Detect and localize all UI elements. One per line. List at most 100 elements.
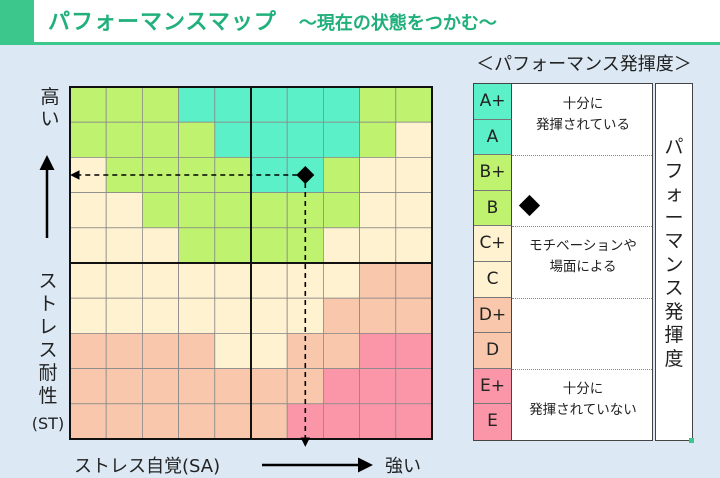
legend-group-divider	[512, 226, 652, 228]
heatmap-cell	[69, 332, 107, 369]
heatmap-cell	[178, 121, 216, 158]
y-axis-top-label-char: い	[40, 108, 60, 130]
legend-vertical-label-char: 発	[664, 300, 684, 323]
legend-group-divider	[512, 297, 652, 299]
y-axis-label: ストレス耐性 (ST)	[26, 270, 70, 435]
heatmap-cell	[141, 368, 179, 405]
heatmap-cell	[359, 192, 397, 229]
heatmap-cell	[250, 192, 288, 229]
y-axis-label-char: 耐	[38, 362, 58, 384]
legend-group-description-line: モチベーションや	[529, 238, 637, 255]
heatmap-cell	[322, 121, 360, 158]
heatmap-cell	[69, 121, 107, 158]
heatmap-cell	[250, 332, 288, 369]
heatmap-cell	[105, 262, 143, 299]
heatmap-cell	[395, 192, 433, 229]
heatmap-cell	[214, 368, 252, 405]
page-title-text: パフォーマンスマップ	[48, 10, 277, 35]
heatmap-cell	[395, 332, 433, 369]
heatmap-cell	[359, 332, 397, 369]
legend-vertical-label: パフォーマンス発揮度	[656, 136, 692, 371]
heatmap-cell	[395, 121, 433, 158]
header-accent	[0, 0, 34, 42]
legend-level-D-plus: D+	[474, 297, 512, 334]
legend-vertical-label-char: ス	[664, 277, 684, 299]
heatmap-cell	[69, 86, 107, 123]
heatmap-cell	[141, 403, 179, 440]
heatmap-cell	[286, 121, 324, 158]
heatmap-cell	[69, 227, 107, 264]
heatmap-cell	[359, 262, 397, 299]
heatmap-cell	[105, 297, 143, 334]
heatmap-cell	[69, 403, 107, 440]
heatmap-cell	[395, 86, 433, 123]
y-axis-label-char: 性	[38, 385, 58, 407]
legend-level-A: A	[474, 119, 512, 156]
legend-level-A-plus: A+	[474, 84, 512, 120]
y-axis-label-char: ト	[38, 293, 58, 315]
heatmap-cell	[250, 121, 288, 158]
heatmap-cell	[395, 368, 433, 405]
heatmap-cell	[178, 403, 216, 440]
heatmap-cell	[141, 297, 179, 334]
heatmap-cell	[141, 192, 179, 229]
legend-title: ＜パフォーマンス発揮度＞	[476, 54, 692, 75]
legend-level-B: B	[474, 190, 512, 227]
heatmap-cell	[105, 368, 143, 405]
legend-level-C-plus: C+	[474, 226, 512, 262]
heatmap-cell	[214, 86, 252, 123]
heatmap-cell	[178, 192, 216, 229]
heatmap-cell	[395, 297, 433, 334]
heatmap-cell	[214, 192, 252, 229]
legend-level-E-plus: E+	[474, 368, 512, 405]
heatmap-cell	[141, 121, 179, 158]
legend-vertical-label-char: ォ	[664, 183, 684, 205]
y-axis-label-char: ス	[38, 270, 58, 292]
legend-group-description-line: 場面による	[549, 259, 617, 276]
current-position-marker	[296, 166, 315, 184]
legend-level-B-plus: B+	[474, 155, 512, 191]
header-underline	[0, 42, 720, 45]
heatmap-cell	[214, 332, 252, 369]
heatmap-cell	[359, 368, 397, 405]
heatmap-cell	[359, 86, 397, 123]
legend-level-D: D	[474, 333, 512, 369]
y-axis-label-char: ス	[38, 339, 58, 361]
legend-vertical-label-box: パフォーマンス発揮度	[655, 83, 693, 441]
heatmap-cell	[178, 262, 216, 299]
legend-vertical-label-char: 揮	[664, 324, 684, 346]
x-axis-end-label: 強い	[385, 456, 421, 477]
heatmap-cell	[250, 262, 288, 299]
heatmap-cell	[178, 297, 216, 334]
heatmap-cell	[250, 368, 288, 405]
heatmap-cell	[322, 332, 360, 369]
heatmap-cell	[69, 368, 107, 405]
heatmap-cell	[322, 403, 360, 440]
heatmap-cell	[286, 86, 324, 123]
heatmap-cell	[359, 297, 397, 334]
legend-group-description-line: 十分に	[562, 380, 604, 397]
legend-corner-handle	[689, 438, 694, 443]
legend-group-description: 十分に発揮されていない	[512, 379, 654, 421]
heatmap-cell	[105, 86, 143, 123]
heatmap-cell	[141, 332, 179, 369]
heatmap-cell	[214, 297, 252, 334]
legend-group-description: 十分に 発揮されている	[512, 94, 654, 136]
legend-vertical-label-char: マ	[664, 230, 684, 252]
page-title: パフォーマンスマップ ～現在の状態をつかむ～	[48, 4, 497, 36]
heatmap-cell	[214, 227, 252, 264]
heatmap-cell	[395, 403, 433, 440]
legend-vertical-label-char: 度	[664, 347, 684, 370]
heatmap-cell	[141, 86, 179, 123]
legend-group-description-line: 発揮されている	[535, 117, 631, 133]
heatmap-cell	[250, 86, 288, 123]
legend-group-description-line: 発揮されていない	[529, 401, 637, 418]
heatmap-cell	[322, 297, 360, 334]
heatmap-cell	[69, 262, 107, 299]
heatmap-cell	[178, 86, 216, 123]
heatmap-cell	[322, 156, 360, 193]
heatmap-cell	[359, 227, 397, 264]
heatmap-cell	[105, 332, 143, 369]
y-axis-top-label: 高い	[36, 86, 64, 130]
